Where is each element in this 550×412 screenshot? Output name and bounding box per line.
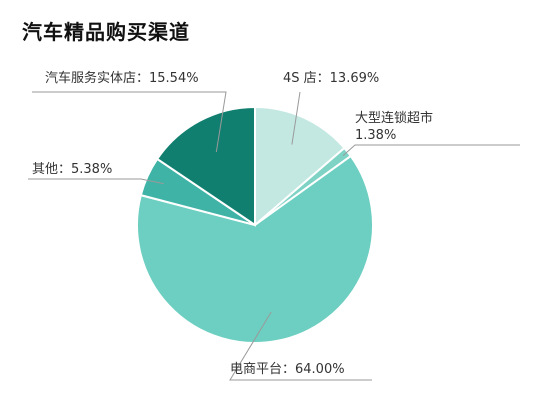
chart-title: 汽车精品购买渠道 xyxy=(22,20,190,44)
leader-line xyxy=(28,178,164,185)
leader-lines xyxy=(28,91,520,381)
slice-label: 其他：5.38% xyxy=(32,162,112,177)
leader-line xyxy=(291,91,301,145)
pie-slice xyxy=(254,105,346,228)
slice-label: 大型连锁超市 1.38% xyxy=(355,110,433,143)
slice-labels: 4S 店：13.69% 大型连锁超市 1.38% 电商平台：64.00% 其他：5.38… xyxy=(32,70,433,377)
pie-slices xyxy=(136,105,374,345)
slice-label: 4S 店：13.69% xyxy=(283,71,379,86)
leader-line xyxy=(32,91,227,153)
pie-slice xyxy=(136,154,374,345)
slice-label: 汽车服务实体店：15.54% xyxy=(45,70,199,86)
leader-line xyxy=(229,311,372,381)
slice-label: 电商平台：64.00% xyxy=(230,362,345,377)
pie-slice xyxy=(155,105,256,227)
leader-line xyxy=(342,144,520,156)
